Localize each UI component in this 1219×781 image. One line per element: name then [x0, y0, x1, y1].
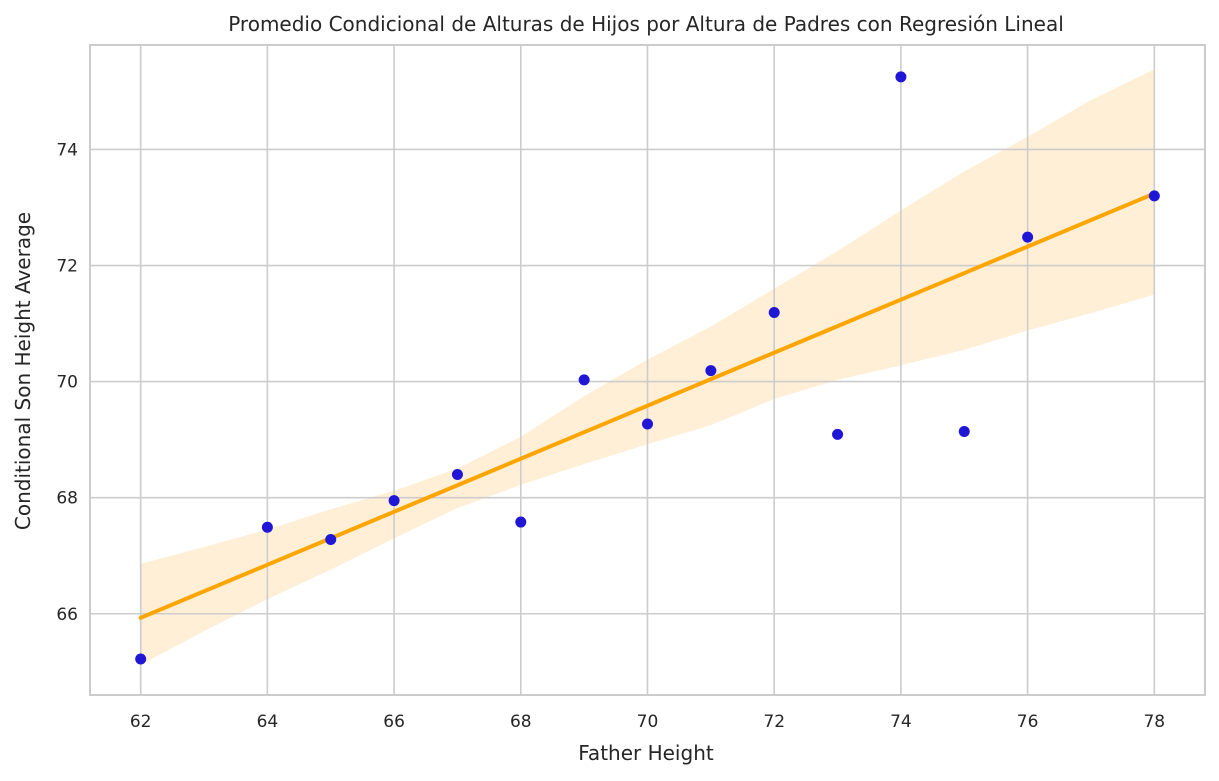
- grid-layer: [90, 45, 1205, 695]
- data-point: [515, 516, 527, 528]
- data-point: [705, 365, 717, 377]
- y-tick-label: 66: [56, 605, 78, 625]
- x-tick-label: 66: [383, 712, 405, 732]
- x-tick-label: 72: [763, 712, 785, 732]
- regression-line: [138, 191, 1157, 620]
- data-point: [578, 374, 590, 386]
- data-point: [895, 71, 907, 83]
- data-point: [261, 521, 273, 533]
- data-point: [388, 495, 400, 507]
- data-point: [832, 428, 844, 440]
- regression-line-layer: [138, 191, 1157, 620]
- data-point: [958, 426, 970, 438]
- x-tick-label: 70: [637, 712, 659, 732]
- data-point: [1022, 231, 1034, 243]
- data-point: [768, 307, 780, 319]
- data-point: [325, 533, 337, 545]
- y-tick-label: 74: [56, 140, 78, 160]
- data-point: [135, 653, 147, 665]
- x-tick-label: 78: [1143, 712, 1165, 732]
- y-tick-label: 72: [56, 257, 78, 277]
- data-point: [451, 468, 463, 480]
- data-points-layer: [135, 71, 1160, 665]
- tick-label-layer: 62 64 66 68 70 72 74 76 78 66 68 70 72 74: [56, 140, 1165, 732]
- plot-frame: [89, 44, 1206, 696]
- y-axis-label: Conditional Son Height Average: [11, 212, 35, 530]
- x-axis-label: Father Height: [578, 741, 714, 765]
- data-point: [1148, 190, 1160, 202]
- x-tick-label: 76: [1017, 712, 1039, 732]
- y-tick-label: 70: [56, 373, 78, 393]
- x-tick-label: 62: [130, 712, 152, 732]
- x-tick-label: 68: [510, 712, 532, 732]
- x-tick-label: 74: [890, 712, 912, 732]
- data-point: [642, 418, 653, 430]
- y-tick-label: 68: [56, 489, 78, 509]
- chart-title: Promedio Condicional de Alturas de Hijos…: [228, 12, 1064, 36]
- x-tick-label: 64: [257, 712, 279, 732]
